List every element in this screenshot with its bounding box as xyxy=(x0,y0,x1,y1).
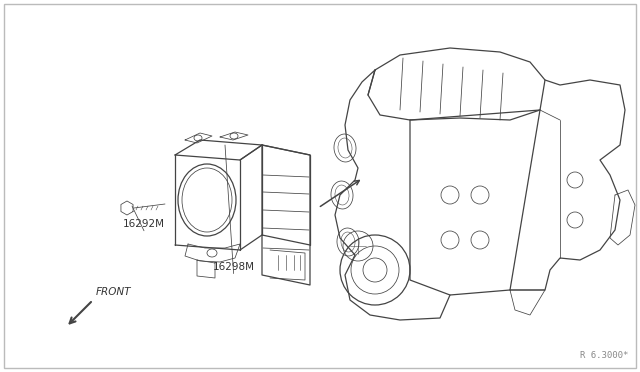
Text: R 6.3000*: R 6.3000* xyxy=(580,351,628,360)
Text: FRONT: FRONT xyxy=(96,287,131,297)
Text: 16292M: 16292M xyxy=(123,219,165,229)
Text: 16298M: 16298M xyxy=(212,262,255,272)
